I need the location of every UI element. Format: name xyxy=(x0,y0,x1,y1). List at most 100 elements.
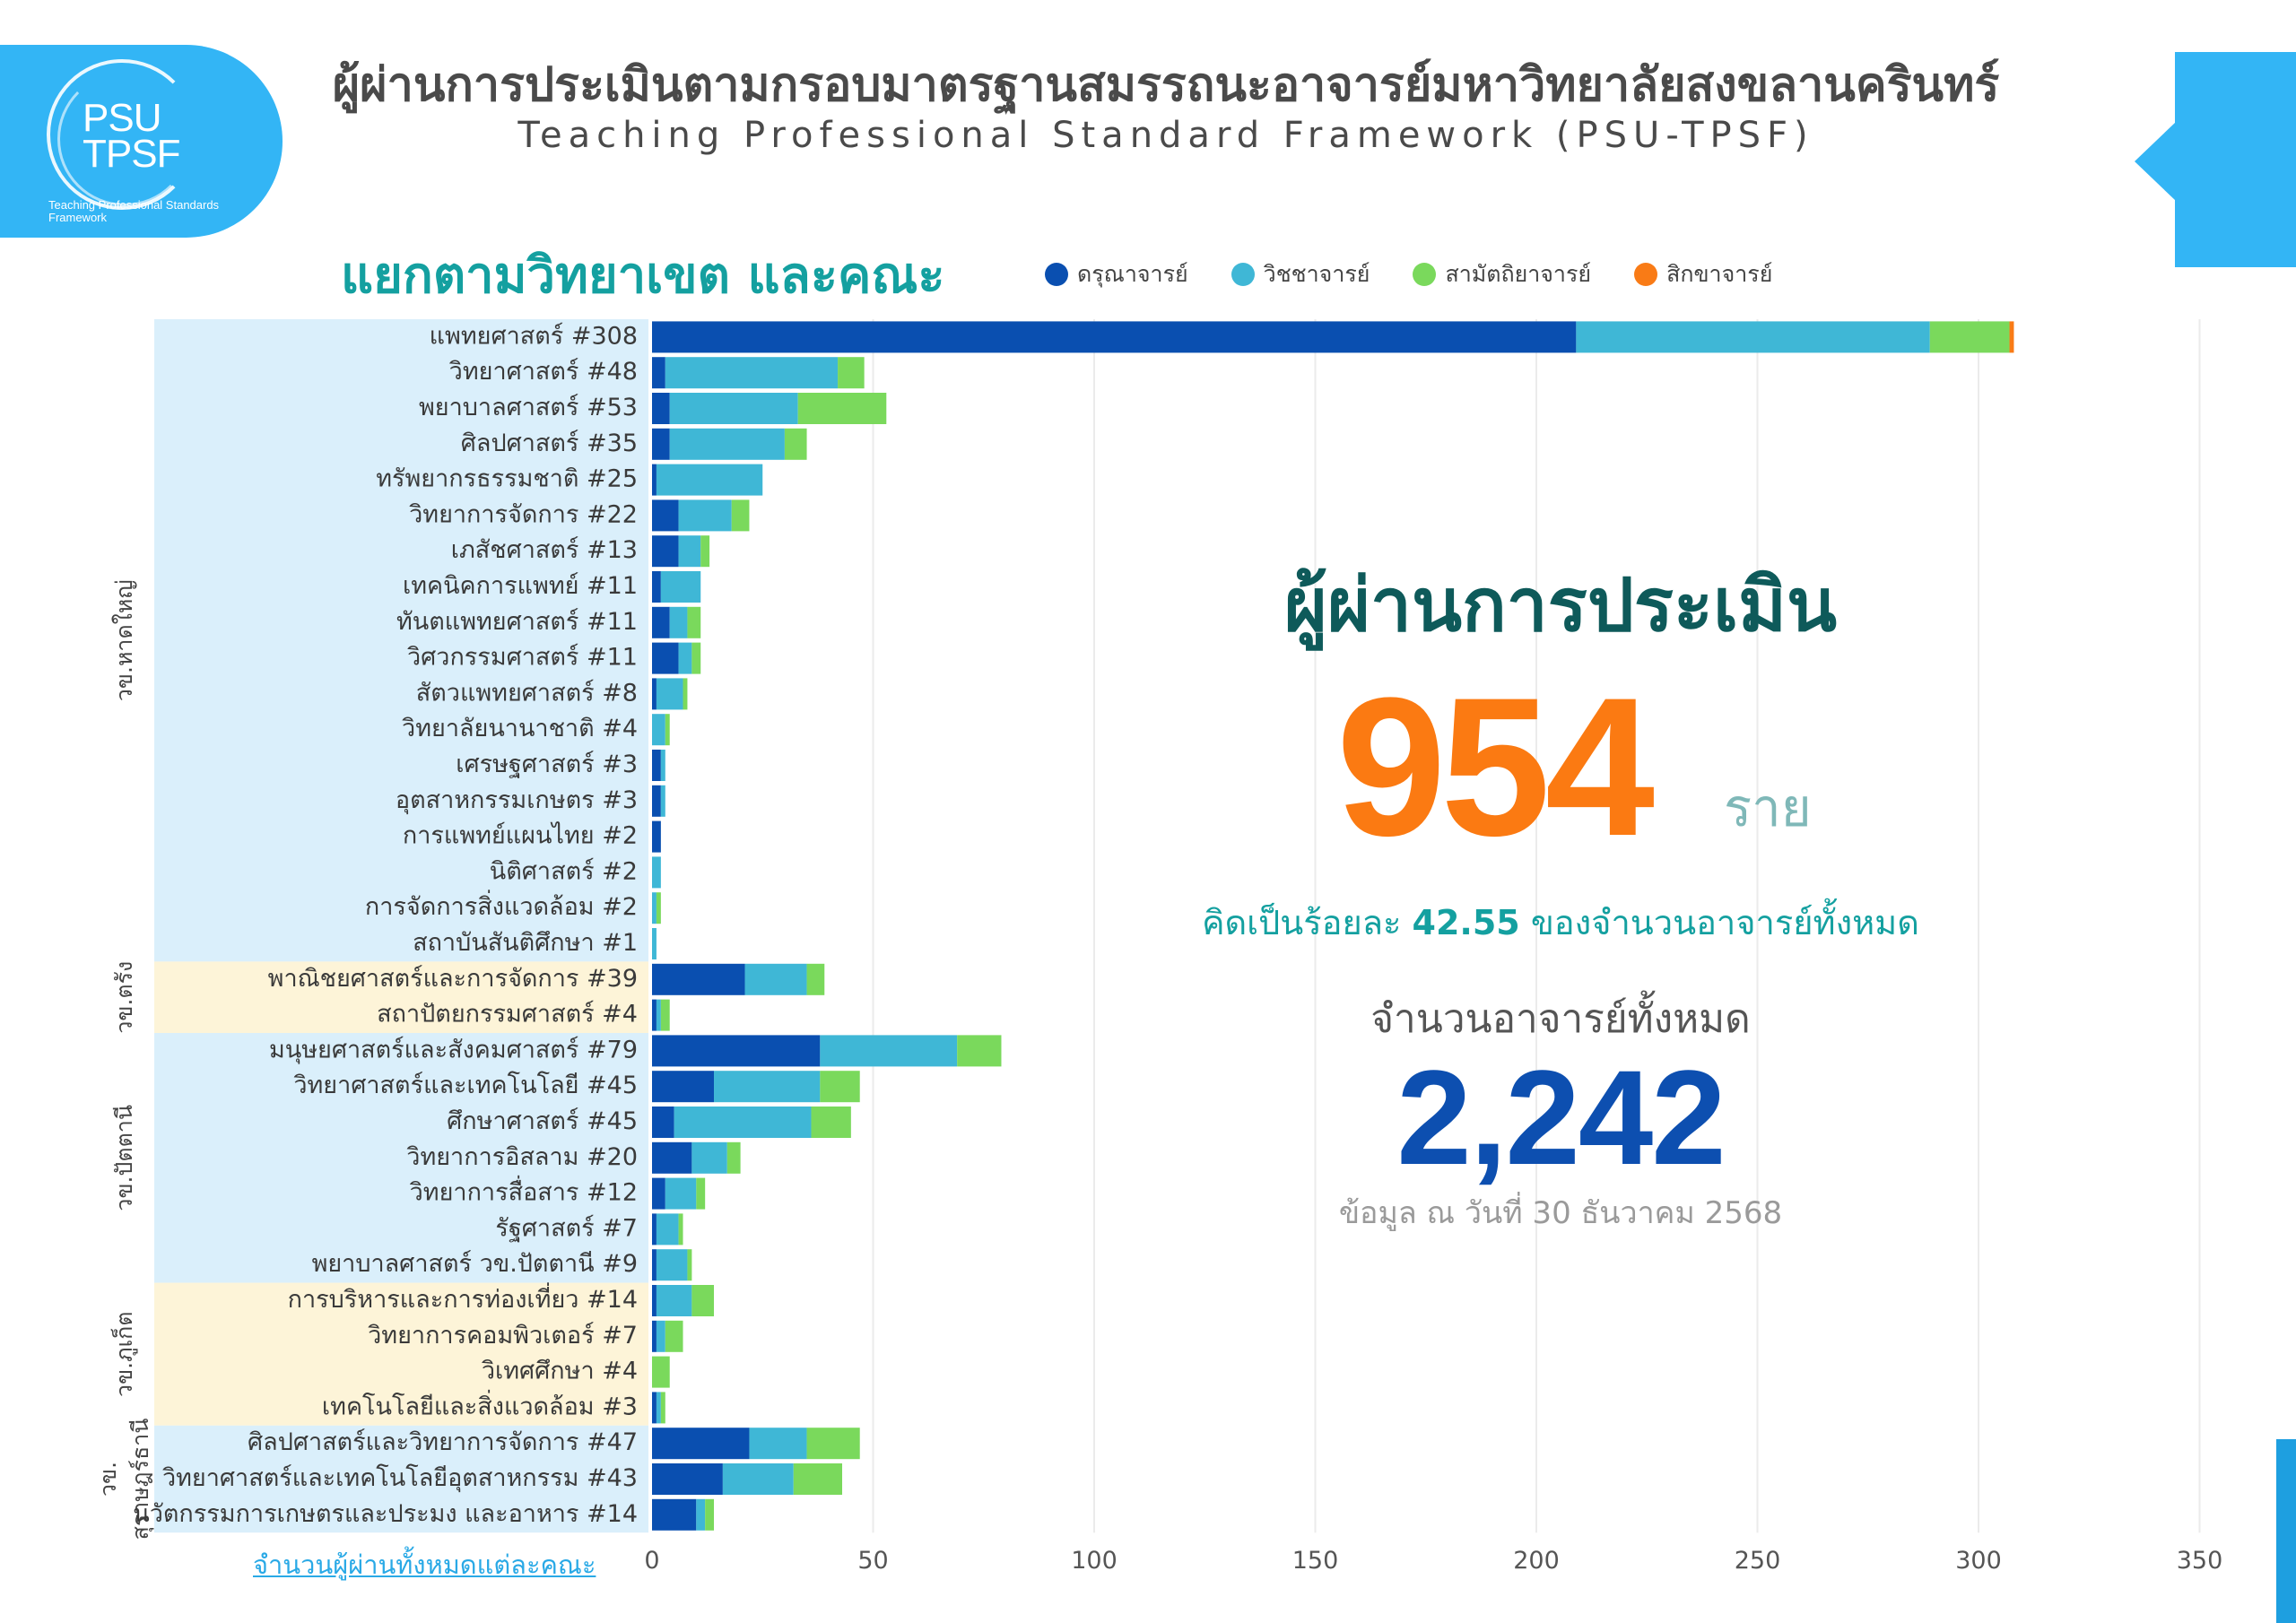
bar-segment xyxy=(652,1035,821,1067)
bar-segment xyxy=(797,393,887,424)
faculty-label: เภสัชศาสตร์ #13 xyxy=(451,535,638,564)
faculty-label: พาณิชยศาสตร์และการจัดการ #39 xyxy=(268,964,638,993)
bar-segment xyxy=(691,1141,727,1174)
summary-heading: ผู้ผ่านการประเมิน xyxy=(1283,563,1838,648)
bar-segment xyxy=(806,963,825,995)
bar-segment xyxy=(1929,321,2010,353)
campus-label: วข.หาดใหญ่ xyxy=(111,579,137,701)
total-label: จำนวนอาจารย์ทั้งหมด xyxy=(1370,996,1751,1042)
bar-segment xyxy=(1576,321,1930,353)
bar-segment xyxy=(722,1463,794,1495)
bar-segment xyxy=(656,464,763,496)
bar-segment xyxy=(652,1356,670,1388)
bar-segment xyxy=(714,1071,821,1103)
bar-segment xyxy=(806,1428,860,1460)
legend-swatch-3 xyxy=(1413,263,1437,286)
bar-segment xyxy=(700,535,710,568)
faculty-label: สถาปัตยกรรมศาสตร์ #4 xyxy=(377,1000,638,1028)
faculty-label: ศิลปศาสตร์ #35 xyxy=(461,429,638,457)
summary-panel: ผู้ผ่านการประเมิน 954 ราย คิดเป็นร้อยละ … xyxy=(1193,547,1928,1237)
bar-segment xyxy=(838,357,865,389)
logo-line2: TPSF xyxy=(83,132,180,176)
faculty-label: วิทยาศาสตร์ #48 xyxy=(449,357,638,386)
legend-swatch-4 xyxy=(1634,263,1658,286)
legend-swatch-1 xyxy=(1045,263,1068,286)
bar-segment xyxy=(656,1285,692,1316)
bar-segment xyxy=(683,678,688,710)
faculty-label: สัตวแพทยศาสตร์ #8 xyxy=(416,678,638,707)
percent-prefix: คิดเป็นร้อยละ xyxy=(1202,903,1413,942)
x-tick-label: 0 xyxy=(644,1547,659,1575)
x-tick-label: 200 xyxy=(1513,1547,1560,1575)
faculty-label: พยาบาลศาสตร์ วข.ปัตตานี #9 xyxy=(312,1249,638,1278)
bar-segment xyxy=(749,1428,807,1460)
bar-segment xyxy=(652,892,657,924)
faculty-label: วิทยาลัยนานาชาติ #4 xyxy=(402,715,638,742)
faculty-label: วิทยาศาสตร์และเทคโนโลยี #45 xyxy=(293,1071,638,1099)
corner-flag-notch xyxy=(2135,122,2176,201)
faculty-label: ศึกษาศาสตร์ #45 xyxy=(447,1107,638,1135)
total-value: 2,242 xyxy=(1396,1042,1726,1193)
bar-segment xyxy=(656,1249,688,1281)
bar-segment xyxy=(652,321,1577,353)
bar-segment xyxy=(652,428,670,460)
bar-segment xyxy=(665,1320,683,1352)
faculty-total-link[interactable]: จำนวนผู้ผ่านทั้งหมดแต่ละคณะ xyxy=(253,1549,596,1580)
bar-segment xyxy=(652,571,661,603)
summary-count-row: 954 ราย xyxy=(1193,668,1928,865)
bar-segment xyxy=(652,1285,657,1316)
bar-segment xyxy=(652,714,665,746)
bar-segment xyxy=(652,928,657,959)
bar-segment xyxy=(652,820,661,853)
bar-segment xyxy=(665,714,670,746)
faculty-label: วิทยาการคอมพิวเตอร์ #7 xyxy=(368,1321,638,1350)
logo-swirl-icon xyxy=(47,59,197,210)
campus-group-bg xyxy=(154,1425,648,1533)
chart-legend: ดรุณาจารย์ วิชชาจารย์ สามัตถิยาจารย์ สิก… xyxy=(1045,256,1815,292)
bar-segment xyxy=(656,1320,665,1352)
bar-segment xyxy=(669,393,798,424)
bar-segment xyxy=(656,999,661,1031)
bar-segment xyxy=(652,1177,665,1210)
bar-segment xyxy=(652,750,661,781)
campus-group-bg xyxy=(154,961,648,1033)
faculty-label: พยาบาลศาสตร์ #53 xyxy=(419,393,638,421)
faculty-label: มนุษยศาสตร์และสังคมศาสตร์ #79 xyxy=(269,1035,638,1064)
logo-swirl-inner-icon xyxy=(57,72,192,206)
x-tick-label: 300 xyxy=(1955,1547,2002,1575)
faculty-label: การแพทย์แผนไทย #2 xyxy=(403,821,638,850)
legend-item-4: สิกขาจารย์ xyxy=(1634,256,1772,292)
bar-segment xyxy=(660,1392,665,1424)
bar-segment xyxy=(652,535,679,568)
bar-segment xyxy=(652,642,679,674)
bar-segment xyxy=(665,357,839,389)
bar-segment xyxy=(660,785,665,817)
bar-segment xyxy=(656,678,683,710)
bar-segment xyxy=(652,393,670,424)
faculty-label: ศิลปศาสตร์และวิทยาการจัดการ #47 xyxy=(248,1428,638,1456)
bar-segment xyxy=(652,1463,723,1495)
bar-segment xyxy=(957,1035,1002,1067)
bar-segment xyxy=(696,1177,706,1210)
bar-segment xyxy=(687,606,701,638)
bar-segment xyxy=(652,1141,692,1174)
legend-item-1: ดรุณาจารย์ xyxy=(1045,256,1188,292)
faculty-label: รัฐศาสตร์ #7 xyxy=(495,1213,638,1242)
logo-subtext: Teaching Professional Standards Framewor… xyxy=(48,198,220,224)
x-tick-label: 100 xyxy=(1071,1547,1118,1575)
faculty-label: เทคโนโลยีและสิ่งแวดล้อม #3 xyxy=(322,1389,638,1420)
page-title-english: Teaching Professional Standard Framework… xyxy=(517,115,1814,156)
faculty-label: เศรษฐศาสตร์ #3 xyxy=(456,750,638,778)
campus-group-bg xyxy=(154,1282,648,1426)
bar-segment xyxy=(652,963,745,995)
legend-item-2: วิชชาจารย์ xyxy=(1231,256,1370,292)
faculty-label: นวัตกรรมการเกษตรและประมง และอาหาร #14 xyxy=(133,1500,638,1528)
logo-line1: PSU xyxy=(83,96,161,140)
bar-segment xyxy=(660,750,665,781)
bar-segment xyxy=(678,1213,683,1245)
bar-segment xyxy=(652,1213,657,1245)
faculty-label: อุตสาหกรรมเกษตร #3 xyxy=(396,786,638,815)
bar-segment xyxy=(652,357,665,389)
